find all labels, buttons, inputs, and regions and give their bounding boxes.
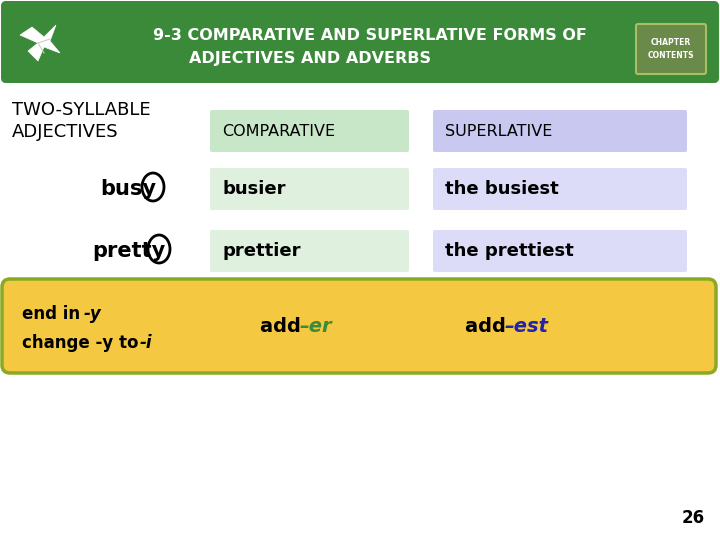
Text: prettier: prettier: [222, 242, 300, 260]
Text: 26: 26: [682, 509, 705, 527]
Text: SUPERLATIVE: SUPERLATIVE: [445, 124, 552, 138]
Text: COMPARATIVE: COMPARATIVE: [222, 124, 335, 138]
Text: end in: end in: [22, 305, 86, 323]
Text: ADJECTIVES: ADJECTIVES: [12, 123, 119, 141]
FancyBboxPatch shape: [636, 24, 706, 74]
Polygon shape: [20, 25, 60, 61]
Text: –est: –est: [505, 316, 549, 335]
Text: busy: busy: [100, 179, 156, 199]
FancyBboxPatch shape: [210, 168, 409, 210]
Text: add: add: [465, 316, 513, 335]
Text: –er: –er: [300, 316, 333, 335]
Text: -y: -y: [84, 305, 102, 323]
FancyBboxPatch shape: [2, 279, 716, 373]
FancyBboxPatch shape: [1, 1, 719, 83]
Text: CHAPTER
CONTENTS: CHAPTER CONTENTS: [648, 38, 694, 60]
FancyBboxPatch shape: [433, 230, 687, 272]
Text: TWO-SYLLABLE: TWO-SYLLABLE: [12, 101, 150, 119]
Text: -i: -i: [140, 334, 153, 352]
Text: add: add: [260, 316, 307, 335]
Text: change -y to: change -y to: [22, 334, 144, 352]
FancyBboxPatch shape: [433, 168, 687, 210]
Text: the busiest: the busiest: [445, 180, 559, 198]
Text: pretty: pretty: [92, 241, 166, 261]
FancyBboxPatch shape: [210, 230, 409, 272]
Text: ADJECTIVES AND ADVERBS: ADJECTIVES AND ADVERBS: [189, 51, 431, 65]
Text: the prettiest: the prettiest: [445, 242, 574, 260]
FancyBboxPatch shape: [433, 110, 687, 152]
Text: 9-3 COMPARATIVE AND SUPERLATIVE FORMS OF: 9-3 COMPARATIVE AND SUPERLATIVE FORMS OF: [153, 28, 587, 43]
Text: busier: busier: [222, 180, 286, 198]
FancyBboxPatch shape: [210, 110, 409, 152]
